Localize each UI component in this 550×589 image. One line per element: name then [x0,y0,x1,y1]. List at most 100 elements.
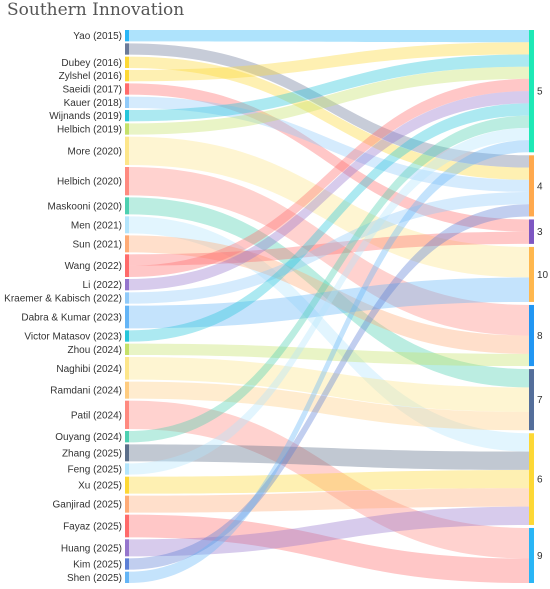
source-label: Zhang (2025) [62,448,122,459]
link-19-to-7 [129,357,529,412]
source-label: Helbich (2019) [57,125,122,136]
source-node [125,110,129,122]
labels-layer: Yao (2015) Dubey (2016) Zylshel (2016) Saei… [4,31,548,584]
target-node [529,433,534,525]
source-label: Ramdani (2024) [50,386,122,397]
source-label: Wijnands (2019) [49,111,122,122]
source-label: Maskooni (2020) [48,201,122,212]
link-30-to-5 [129,140,529,583]
link-29-to-4 [129,204,529,570]
target-label: 7 [537,395,543,406]
source-node [125,539,129,557]
link-18-to-8 [129,343,529,367]
link-6-to-5 [129,54,529,122]
source-node [125,279,129,291]
link-21-to-9 [129,400,529,559]
target-label: 4 [537,181,543,192]
source-label: Zylshel (2016) [59,71,122,82]
source-node [125,56,129,68]
link-26-to-6 [129,488,529,513]
source-node [125,167,129,196]
link-1-to-4 [129,43,529,168]
source-node [125,463,129,475]
source-label: Saeidi (2017) [63,85,122,96]
source-node [125,343,129,355]
target-node [529,155,534,217]
source-node [125,123,129,135]
source-node [125,357,129,380]
target-node [529,527,534,583]
source-label: Dabra & Kumar (2023) [21,313,122,324]
source-label: Fayaz (2025) [63,522,122,533]
target-label: 8 [537,331,543,342]
source-label: Li (2022) [83,280,122,291]
link-25-to-6 [129,469,529,494]
source-node [125,431,129,443]
source-node [125,197,129,215]
source-label: Zhou (2024) [68,345,122,356]
target-label: 3 [537,227,543,238]
source-label: Ganjirad (2025) [53,500,122,511]
link-22-to-5 [129,115,529,443]
diagram-title: Southern Innovation [7,0,185,20]
link-13-to-3 [129,231,529,266]
source-node [125,514,129,538]
link-16-to-10 [129,277,529,329]
source-node [125,292,129,304]
source-node [125,83,129,95]
source-label: Sun (2021) [73,239,122,250]
target-node [529,246,534,302]
source-node [125,70,129,82]
link-5-to-4 [129,96,529,192]
link-12-to-8 [129,235,529,354]
target-node [529,304,534,367]
link-7-to-5 [129,66,529,135]
link-14-to-5 [129,91,529,291]
source-node [125,305,129,329]
source-node [125,476,129,494]
source-label: Shen (2025) [67,573,122,584]
target-node [529,30,534,153]
link-0-to-5 [129,30,529,43]
source-label: Kauer (2018) [64,98,122,109]
source-node [125,558,129,570]
target-label: 5 [537,87,543,98]
source-node [125,400,129,429]
links-layer [129,30,529,583]
source-node [125,216,129,234]
source-node [125,136,129,165]
source-label: Patil (2024) [71,410,122,421]
source-label: Kim (2025) [73,560,122,571]
target-label: 9 [537,551,543,562]
target-label: 6 [537,475,543,486]
source-node [125,30,129,42]
source-node [125,330,129,342]
source-label: More (2020) [68,146,122,157]
source-label: Men (2021) [71,220,122,231]
source-node [125,43,129,55]
link-15-to-4 [129,191,529,304]
source-label: Yao (2015) [73,31,122,42]
link-3-to-5 [129,42,529,82]
source-label: Helbich (2020) [57,177,122,188]
source-node [125,96,129,108]
source-node [125,381,129,399]
link-28-to-6 [129,506,529,557]
source-node [125,444,129,462]
link-8-to-10 [129,136,529,278]
link-20-to-7 [129,381,529,431]
link-4-to-3 [129,83,529,232]
link-24-to-5 [129,127,529,475]
link-13-to-5 [129,78,529,277]
link-27-to-9 [129,514,529,583]
target-label: 10 [537,270,549,281]
link-2-to-4 [129,56,529,180]
link-11-to-6 [129,216,529,452]
source-node [125,235,129,253]
source-label: Naghibi (2024) [56,364,122,375]
source-label: Kraemer & Kabisch (2022) [4,294,122,305]
target-node [529,219,534,244]
nodes-layer [125,30,534,583]
source-label: Huang (2025) [61,543,122,554]
